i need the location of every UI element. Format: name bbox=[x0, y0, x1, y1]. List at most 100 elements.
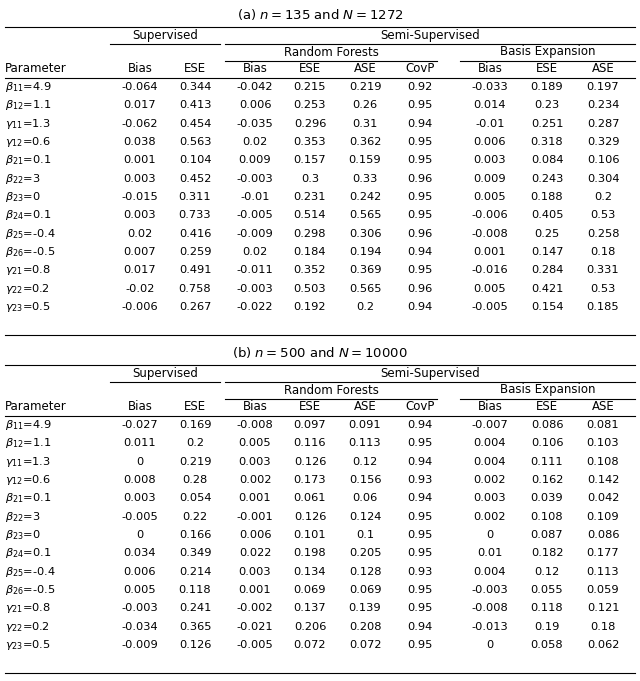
Text: $\beta_{24}$=0.1: $\beta_{24}$=0.1 bbox=[5, 208, 51, 222]
Text: 0.116: 0.116 bbox=[294, 439, 326, 449]
Text: 0.503: 0.503 bbox=[294, 283, 326, 294]
Text: 0.157: 0.157 bbox=[294, 155, 326, 165]
Text: 0.006: 0.006 bbox=[239, 530, 271, 540]
Text: -0.002: -0.002 bbox=[237, 603, 273, 613]
Text: 0.185: 0.185 bbox=[587, 302, 620, 312]
Text: CovP: CovP bbox=[405, 400, 435, 413]
Text: 0.95: 0.95 bbox=[407, 192, 433, 202]
Text: 0.94: 0.94 bbox=[408, 494, 433, 503]
Text: 0: 0 bbox=[136, 530, 143, 540]
Text: -0.034: -0.034 bbox=[122, 622, 158, 631]
Text: 0.416: 0.416 bbox=[179, 229, 211, 238]
Text: 0.452: 0.452 bbox=[179, 174, 211, 184]
Text: $\beta_{26}$=-0.5: $\beta_{26}$=-0.5 bbox=[5, 245, 56, 259]
Text: 0.103: 0.103 bbox=[587, 439, 620, 449]
Text: 0.006: 0.006 bbox=[124, 567, 156, 577]
Text: -0.001: -0.001 bbox=[237, 511, 273, 522]
Text: 0.514: 0.514 bbox=[294, 210, 326, 221]
Text: 0.95: 0.95 bbox=[407, 585, 433, 595]
Text: -0.022: -0.022 bbox=[237, 302, 273, 312]
Text: 0.95: 0.95 bbox=[407, 137, 433, 147]
Text: -0.005: -0.005 bbox=[237, 210, 273, 221]
Text: Random Forests: Random Forests bbox=[284, 383, 378, 396]
Text: 0.241: 0.241 bbox=[179, 603, 211, 613]
Text: 0.106: 0.106 bbox=[587, 155, 620, 165]
Text: 0.25: 0.25 bbox=[534, 229, 559, 238]
Text: Semi-Supervised: Semi-Supervised bbox=[380, 366, 480, 379]
Text: -0.007: -0.007 bbox=[472, 420, 508, 430]
Text: 0.353: 0.353 bbox=[294, 137, 326, 147]
Text: 0.058: 0.058 bbox=[531, 640, 563, 650]
Text: 0: 0 bbox=[486, 530, 493, 540]
Text: 0.214: 0.214 bbox=[179, 567, 211, 577]
Text: -0.033: -0.033 bbox=[472, 82, 508, 92]
Text: 0.94: 0.94 bbox=[408, 457, 433, 466]
Text: 0.003: 0.003 bbox=[124, 210, 156, 221]
Text: 0.042: 0.042 bbox=[587, 494, 619, 503]
Text: 0.231: 0.231 bbox=[294, 192, 326, 202]
Text: CovP: CovP bbox=[405, 63, 435, 76]
Text: 0.059: 0.059 bbox=[587, 585, 620, 595]
Text: 0.758: 0.758 bbox=[179, 283, 211, 294]
Text: 0.162: 0.162 bbox=[531, 475, 563, 485]
Text: 0.086: 0.086 bbox=[531, 420, 563, 430]
Text: -0.006: -0.006 bbox=[122, 302, 158, 312]
Text: 0.242: 0.242 bbox=[349, 192, 381, 202]
Text: -0.003: -0.003 bbox=[472, 585, 508, 595]
Text: 0.215: 0.215 bbox=[294, 82, 326, 92]
Text: 0.219: 0.219 bbox=[179, 457, 211, 466]
Text: 0.003: 0.003 bbox=[239, 567, 271, 577]
Text: Bias: Bias bbox=[243, 63, 268, 76]
Text: 0.118: 0.118 bbox=[179, 585, 211, 595]
Text: 0.26: 0.26 bbox=[353, 101, 378, 110]
Text: Parameter: Parameter bbox=[5, 63, 67, 76]
Text: 0.421: 0.421 bbox=[531, 283, 563, 294]
Text: $\beta_{11}$=4.9: $\beta_{11}$=4.9 bbox=[5, 418, 52, 432]
Text: 0.92: 0.92 bbox=[408, 82, 433, 92]
Text: $\gamma_{11}$=1.3: $\gamma_{11}$=1.3 bbox=[5, 455, 51, 469]
Text: 0.007: 0.007 bbox=[124, 247, 156, 257]
Text: 0.1: 0.1 bbox=[356, 530, 374, 540]
Text: 0.365: 0.365 bbox=[179, 622, 211, 631]
Text: 0.087: 0.087 bbox=[531, 530, 563, 540]
Text: 0.306: 0.306 bbox=[349, 229, 381, 238]
Text: 0.96: 0.96 bbox=[408, 174, 433, 184]
Text: 0: 0 bbox=[136, 457, 143, 466]
Text: 0.733: 0.733 bbox=[179, 210, 211, 221]
Text: 0.104: 0.104 bbox=[179, 155, 211, 165]
Text: $\beta_{23}$=0: $\beta_{23}$=0 bbox=[5, 528, 41, 542]
Text: 0.95: 0.95 bbox=[407, 265, 433, 275]
Text: 0.108: 0.108 bbox=[531, 511, 563, 522]
Text: 0: 0 bbox=[486, 640, 493, 650]
Text: 0.267: 0.267 bbox=[179, 302, 211, 312]
Text: 0.2: 0.2 bbox=[594, 192, 612, 202]
Text: 0.113: 0.113 bbox=[349, 439, 381, 449]
Text: 0.12: 0.12 bbox=[353, 457, 378, 466]
Text: 0.298: 0.298 bbox=[294, 229, 326, 238]
Text: 0.344: 0.344 bbox=[179, 82, 211, 92]
Text: 0.311: 0.311 bbox=[179, 192, 211, 202]
Text: 0.95: 0.95 bbox=[407, 640, 433, 650]
Text: ESE: ESE bbox=[299, 63, 321, 76]
Text: ESE: ESE bbox=[184, 400, 206, 413]
Text: 0.137: 0.137 bbox=[294, 603, 326, 613]
Text: 0.31: 0.31 bbox=[352, 118, 378, 129]
Text: 0.101: 0.101 bbox=[294, 530, 326, 540]
Text: 0.95: 0.95 bbox=[407, 210, 433, 221]
Text: 0.169: 0.169 bbox=[179, 420, 211, 430]
Text: 0.296: 0.296 bbox=[294, 118, 326, 129]
Text: 0.18: 0.18 bbox=[590, 622, 616, 631]
Text: 0.002: 0.002 bbox=[474, 511, 506, 522]
Text: -0.02: -0.02 bbox=[125, 283, 155, 294]
Text: -0.009: -0.009 bbox=[237, 229, 273, 238]
Text: 0.177: 0.177 bbox=[587, 548, 620, 558]
Text: Bias: Bias bbox=[127, 63, 152, 76]
Text: 0.001: 0.001 bbox=[239, 585, 271, 595]
Text: 0.02: 0.02 bbox=[127, 229, 152, 238]
Text: 0.182: 0.182 bbox=[531, 548, 563, 558]
Text: 0.154: 0.154 bbox=[531, 302, 563, 312]
Text: $\gamma_{23}$=0.5: $\gamma_{23}$=0.5 bbox=[5, 300, 51, 314]
Text: ESE: ESE bbox=[299, 400, 321, 413]
Text: 0.086: 0.086 bbox=[587, 530, 620, 540]
Text: 0.219: 0.219 bbox=[349, 82, 381, 92]
